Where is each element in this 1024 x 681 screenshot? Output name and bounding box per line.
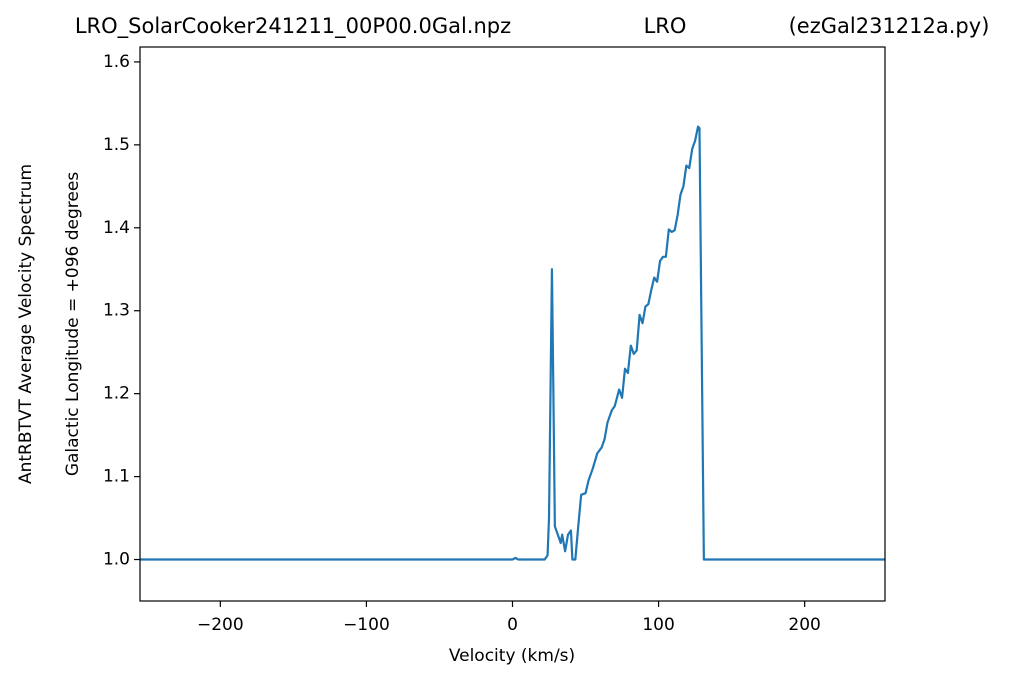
y-tick-label: 1.4 (103, 218, 130, 238)
chart-title: LRO (644, 14, 687, 38)
y-tick-label: 1.5 (103, 135, 130, 155)
x-tick-label: −200 (197, 615, 244, 635)
x-tick-label: 0 (507, 615, 518, 635)
y-tick-label: 1.2 (103, 384, 130, 404)
x-tick-label: −100 (343, 615, 390, 635)
chart-title: (ezGal231212a.py) (789, 14, 990, 38)
x-tick-label: 100 (642, 615, 674, 635)
y-tick-label: 1.1 (103, 467, 130, 487)
chart-title: LRO_SolarCooker241211_00P00.0Gal.npz (75, 14, 511, 39)
plot-frame (139, 46, 886, 602)
y-tick-label: 1.3 (103, 301, 130, 321)
y-axis-label: AntRBTVT Average Velocity Spectrum (16, 164, 36, 484)
x-tick-label: 200 (788, 615, 820, 635)
y-tick-label: 1.0 (103, 550, 130, 570)
line (140, 125, 885, 561)
x-axis-label: Velocity (km/s) (449, 646, 575, 666)
y-axis-label: Galactic Longitude = +096 degrees (63, 172, 83, 476)
y-tick-label: 1.6 (103, 52, 130, 72)
